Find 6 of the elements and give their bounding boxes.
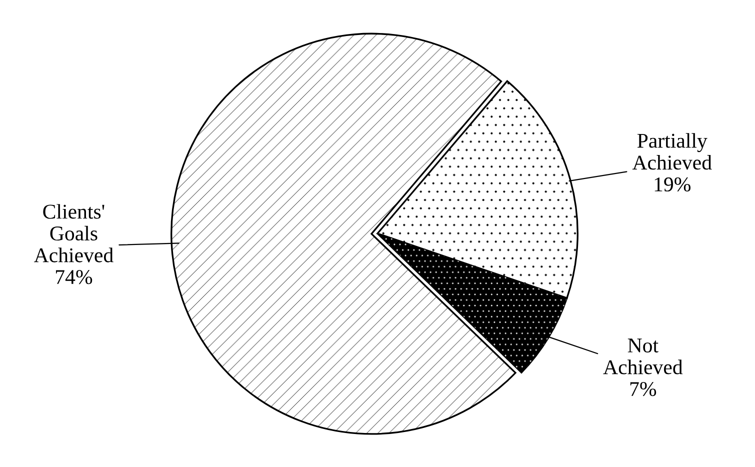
slice-label: Not Achieved xyxy=(603,338,683,374)
data-label: 74% xyxy=(56,270,92,284)
slice-label: Partially Achieved xyxy=(632,133,712,170)
data-label: 7% xyxy=(630,382,656,396)
data-label: 19% xyxy=(654,177,690,192)
slice-label: Clients' Goals Achieved xyxy=(34,204,114,262)
